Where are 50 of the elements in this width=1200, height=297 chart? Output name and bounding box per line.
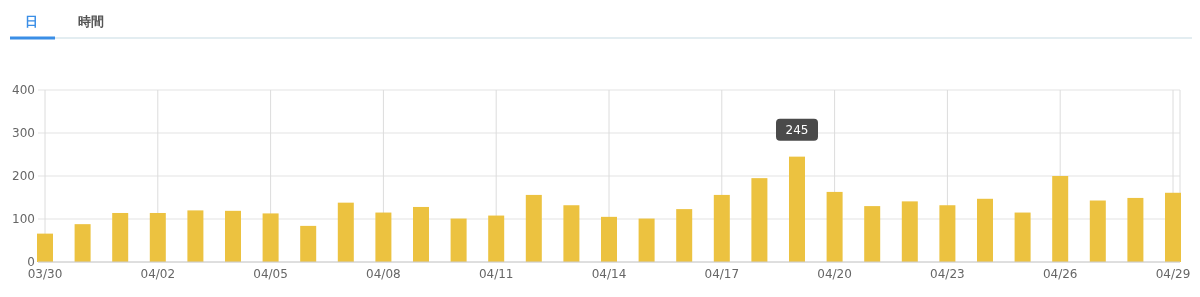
bar — [262, 213, 279, 262]
x-tick-label: 04/11 — [478, 267, 514, 281]
x-tick-label: 04/08 — [366, 267, 401, 281]
text: 日 — [25, 14, 38, 29]
y-tick-label: 0 — [27, 255, 35, 270]
bar — [638, 218, 655, 262]
x-tick-label: 04/20 — [817, 267, 852, 281]
bar — [977, 198, 993, 262]
bar — [488, 215, 505, 262]
bar — [37, 233, 53, 262]
x-tick-label: 04/23 — [930, 267, 965, 281]
bar — [676, 209, 693, 262]
text: 時間 — [78, 14, 104, 29]
bar — [939, 205, 956, 262]
bar — [187, 210, 204, 262]
bar — [1052, 176, 1069, 262]
y-tick-label: 100 — [12, 212, 35, 227]
annotation: 245 — [785, 122, 809, 137]
y-tick-label: 400 — [12, 83, 35, 98]
bar — [1165, 192, 1181, 262]
bar — [1014, 212, 1031, 262]
bar — [225, 210, 241, 262]
bar — [826, 191, 843, 262]
x-tick-label: 04/14 — [591, 267, 627, 281]
x-tick-label: 04/02 — [140, 267, 176, 281]
bar — [1089, 200, 1106, 262]
bar — [112, 212, 129, 262]
bar — [74, 224, 91, 262]
bar — [337, 202, 354, 262]
bar — [1127, 197, 1144, 262]
bar — [601, 216, 617, 262]
bar — [864, 206, 881, 262]
bar — [789, 156, 805, 262]
x-tick-label: 04/29 — [1155, 267, 1191, 281]
bar — [300, 225, 317, 262]
bar — [563, 205, 580, 262]
bar — [525, 194, 542, 262]
bar — [413, 206, 429, 262]
bar — [713, 194, 730, 262]
bar — [751, 178, 768, 262]
x-tick-label: 04/17 — [704, 267, 740, 281]
bar — [450, 218, 467, 262]
x-tick-label: 03/30 — [27, 267, 63, 281]
x-tick-label: 04/05 — [253, 267, 288, 281]
bar — [149, 212, 166, 262]
bar — [901, 201, 918, 262]
y-tick-label: 200 — [12, 169, 35, 184]
bar — [375, 212, 392, 262]
y-tick-label: 300 — [12, 126, 35, 141]
x-tick-label: 04/26 — [1042, 267, 1078, 281]
